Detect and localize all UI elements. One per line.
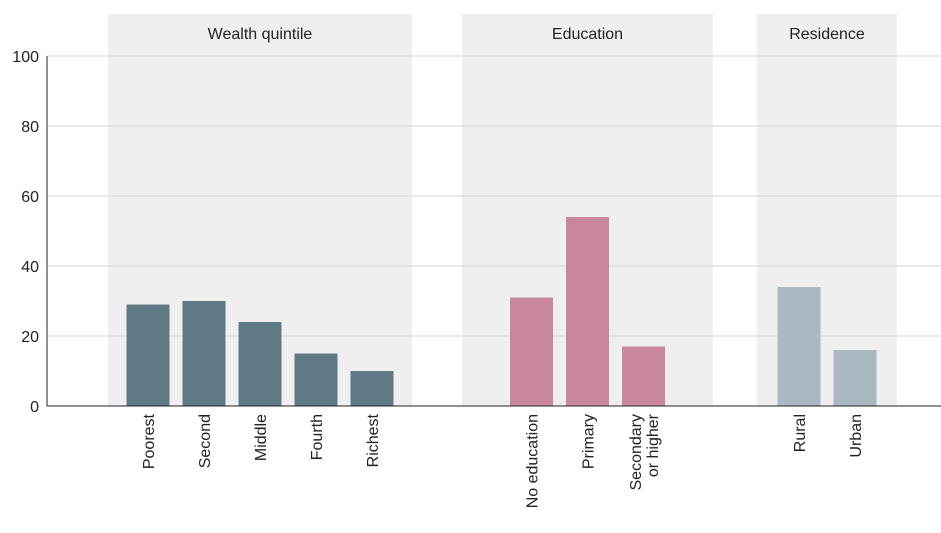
bar-fourth <box>294 353 338 406</box>
y-tick-label-100: 100 <box>12 49 39 66</box>
bar-rural <box>777 287 821 406</box>
x-tick-label-primary: Primary <box>581 414 598 469</box>
bar-urban <box>833 350 877 406</box>
labels: Wealth quintile Education Residence 0 20 40 60… <box>12 26 865 508</box>
x-tick-label-no-education: No education <box>525 414 542 508</box>
y-tick-label-20: 20 <box>21 329 39 346</box>
x-tick-label-second: Second <box>197 414 214 468</box>
x-tick-label-fourth: Fourth <box>309 414 326 460</box>
axes <box>46 56 941 407</box>
y-tick-label-0: 0 <box>30 399 39 416</box>
bar-secondary-or-higher <box>622 346 665 406</box>
x-tick-label-secondary-or-higher-line-1: Secondary <box>628 414 645 491</box>
panel-title-education: Education <box>552 26 623 43</box>
bar-richest <box>350 371 394 406</box>
x-tick-label-richest: Richest <box>365 413 382 467</box>
panel-title-wealth-quintile: Wealth quintile <box>208 26 313 43</box>
y-tick-label-40: 40 <box>21 259 39 276</box>
bar-poorest <box>126 304 170 406</box>
x-tick-label-middle: Middle <box>253 414 270 461</box>
bars <box>126 217 877 406</box>
x-tick-label-secondary-or-higher-line-2: or higher <box>645 413 662 477</box>
bar-second <box>182 301 226 406</box>
bar-primary <box>566 217 609 406</box>
y-tick-label-60: 60 <box>21 189 39 206</box>
panel-title-residence: Residence <box>789 26 865 43</box>
x-tick-label-rural: Rural <box>792 414 809 452</box>
bar-no-education <box>510 297 553 406</box>
bar-middle <box>238 322 282 406</box>
x-tick-label-poorest: Poorest <box>141 413 158 469</box>
y-tick-label-80: 80 <box>21 119 39 136</box>
x-tick-label-urban: Urban <box>848 414 865 458</box>
